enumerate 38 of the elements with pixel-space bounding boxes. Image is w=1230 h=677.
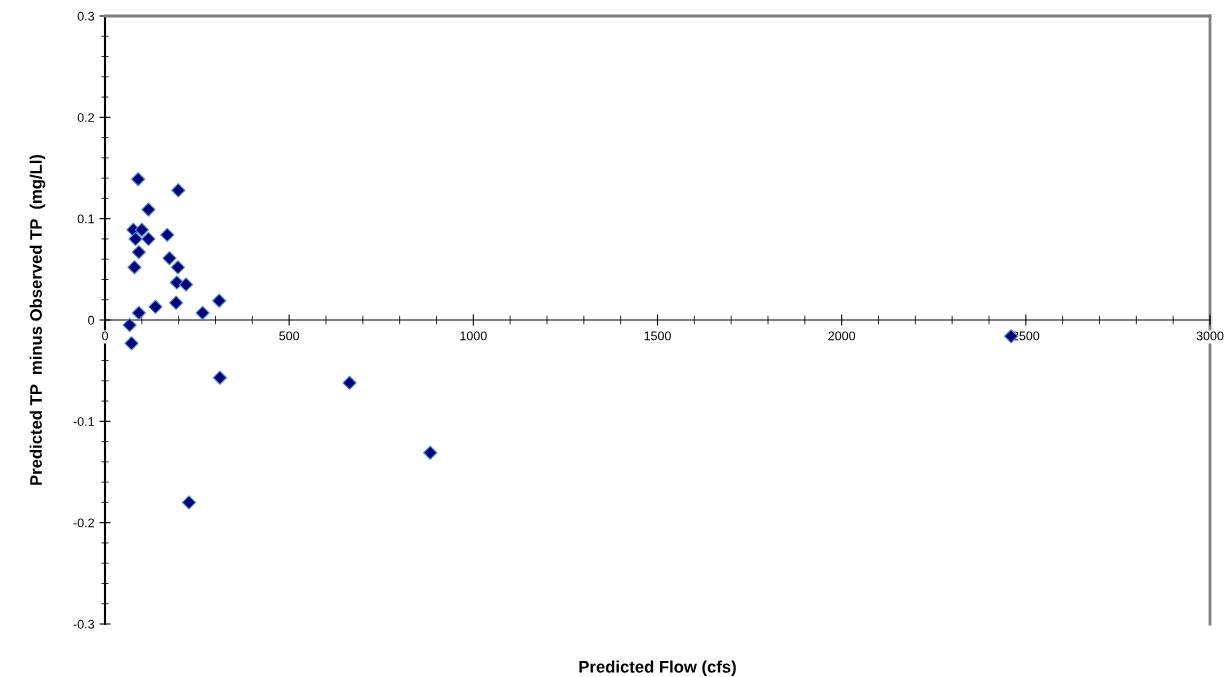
y-tick-label: 0.2 — [77, 113, 94, 122]
y-tick-label: 0 — [88, 315, 95, 325]
point — [124, 336, 139, 351]
point — [134, 222, 149, 237]
point — [212, 293, 227, 308]
y-axis-title: Predicted TP minus Observed TP (mg/Ll) — [29, 154, 46, 485]
x-tick-label: 500 — [279, 331, 300, 341]
point — [148, 299, 163, 314]
point — [162, 251, 177, 266]
point — [178, 277, 194, 292]
point — [131, 244, 147, 260]
point — [141, 202, 156, 217]
x-tick-label: 2000 — [828, 331, 856, 341]
x-tick-label: 1500 — [644, 331, 671, 341]
point — [122, 317, 137, 333]
y-tick-label: -0.2 — [73, 518, 94, 528]
point — [170, 260, 186, 275]
point — [131, 172, 146, 187]
x-tick-label: 1000 — [460, 331, 487, 341]
point — [423, 445, 438, 460]
point — [212, 370, 228, 385]
x-axis-title: Predicted Flow (cfs) — [579, 660, 736, 677]
point — [131, 305, 147, 321]
point — [127, 260, 142, 275]
point — [128, 231, 143, 247]
x-tick-label: 0 — [102, 331, 108, 341]
point — [160, 227, 175, 243]
point — [342, 375, 357, 390]
point — [195, 305, 210, 321]
y-tick-label: -0.3 — [73, 619, 95, 629]
x-tick-label: 3000 — [1196, 331, 1224, 341]
point — [171, 183, 186, 198]
y-tick-label: 0.3 — [77, 11, 95, 21]
point — [141, 231, 156, 247]
point — [168, 295, 184, 310]
point — [181, 495, 197, 510]
y-tick-label: -0.1 — [73, 417, 94, 426]
y-tick-label: 0.1 — [77, 214, 94, 224]
